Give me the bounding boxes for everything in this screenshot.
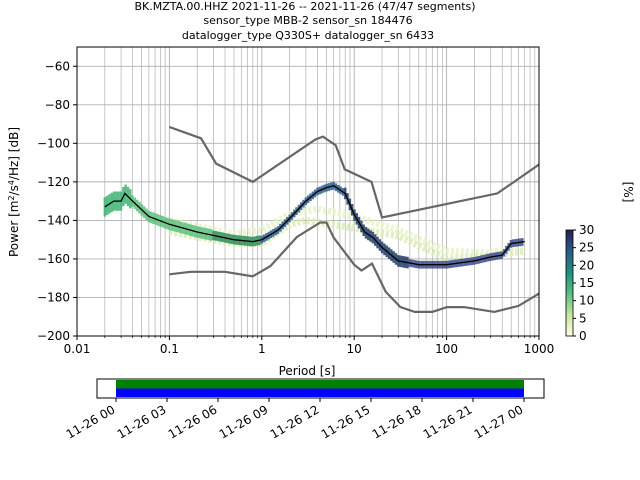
y-tick-label: −120: [37, 175, 70, 189]
colorbar-tick-label: 20: [579, 258, 594, 272]
chart-title-line-2: sensor_type MBB-2 sensor_sn 184476: [203, 14, 412, 27]
x-tick-label: 1: [258, 342, 266, 356]
timeline-tick-label: 11-26 12: [268, 402, 322, 441]
y-tick-label: −180: [37, 290, 70, 304]
coverage-bar-blue: [116, 388, 524, 397]
timeline-tick-label: 11-26 18: [370, 402, 424, 441]
colorbar-gradient: [565, 229, 574, 337]
chart-title-line-1: BK.MZTA.00.HHZ 2021-11-26 -- 2021-11-26 …: [134, 0, 475, 13]
colorbar-tick-label: 10: [579, 294, 594, 308]
colorbar-tick-label: 15: [579, 276, 594, 290]
y-tick-label: −100: [37, 136, 70, 150]
y-tick-label: −80: [45, 98, 70, 112]
x-tick-label: 0.01: [64, 342, 91, 356]
timeline-tick-label: 11-26 21: [421, 402, 475, 441]
timeline-tick-label: 11-26 00: [64, 402, 118, 441]
y-tick-label: −140: [37, 213, 70, 227]
chart-title-line-3: datalogger_type Q330S+ datalogger_sn 643…: [182, 29, 434, 42]
colorbar-tick-label: 30: [579, 223, 594, 237]
percentile-colorbar: 0 5 10 15 20 25 30: [565, 223, 594, 343]
timeline-tick-label: 11-27 00: [472, 402, 526, 441]
y-tick-label: −60: [45, 59, 70, 73]
low-noise-model: [169, 221, 539, 314]
x-tick-label: 100: [435, 342, 458, 356]
x-tick-label: 10: [347, 342, 362, 356]
y-tick-label: −160: [37, 252, 70, 266]
grid: [76, 47, 539, 337]
probability-band-faint: [168, 205, 526, 257]
timeline-tick-label: 11-26 09: [217, 402, 271, 441]
colorbar-tick-label: 25: [579, 241, 594, 255]
x-tick-label: 1000: [524, 342, 555, 356]
timeline-tick-label: 11-26 06: [166, 402, 220, 441]
x-axis-label: Period [s]: [279, 364, 336, 378]
coverage-bar-green: [116, 380, 524, 389]
mode-curve: [104, 184, 525, 266]
colorbar-tick-label: 5: [579, 311, 587, 325]
plot-frame: [76, 46, 540, 337]
timeline-tick-label: 11-26 15: [319, 402, 373, 441]
colorbar-label: [%]: [621, 182, 635, 203]
ppsd-plot-area: 0.01 0.1 1 10 100 1000 −200 −180 −160 −140 −120 −10…: [37, 46, 555, 356]
timeline-tick-label: 11-26 03: [115, 402, 169, 441]
y-tick-label: −200: [37, 329, 70, 343]
plot-content: [103, 125, 539, 314]
x-tick-label: 0.1: [160, 342, 179, 356]
high-noise-model: [169, 125, 539, 219]
colorbar-tick-label: 0: [579, 329, 587, 343]
y-axis-label: Power [m2/s4/Hz] [dB]: [7, 127, 21, 257]
